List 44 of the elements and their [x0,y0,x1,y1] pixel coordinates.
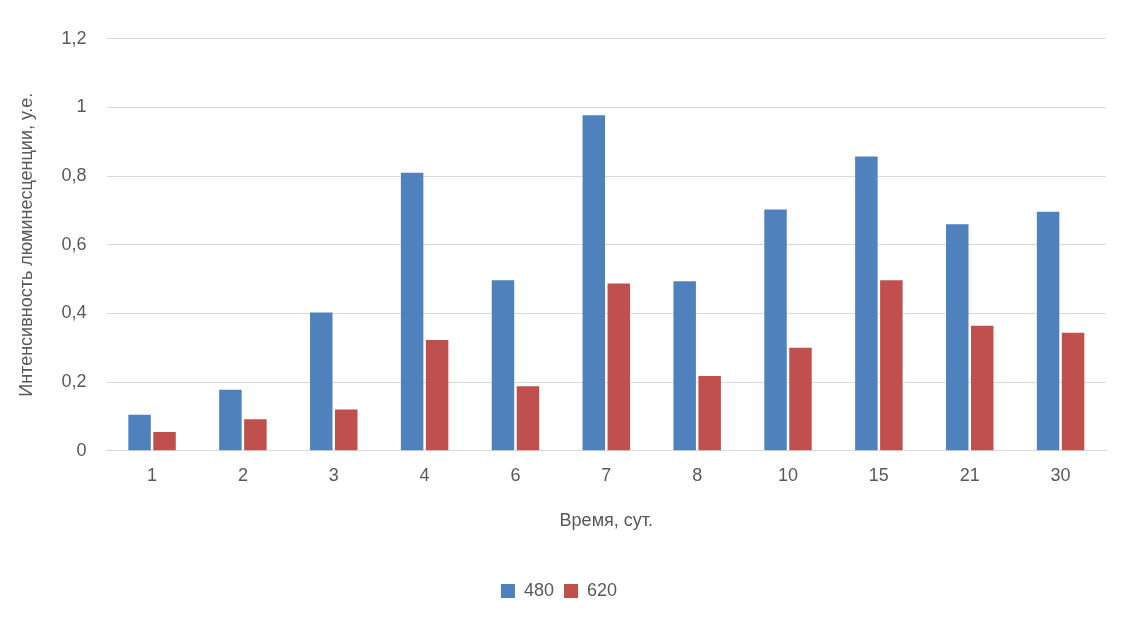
y-axis-title: Интенсивность люминесценции, у.е. [15,92,36,397]
bar [855,156,878,451]
y-tick-label: 0 [76,439,87,460]
bar [128,414,151,451]
bar [970,325,994,451]
bar [335,409,358,451]
x-tick-label: 15 [868,464,889,485]
bar [607,283,631,451]
legend-label: 480 [523,579,555,600]
bar [673,281,696,451]
bar [244,419,267,451]
bar [1036,211,1060,451]
bar [516,386,540,451]
bar [153,431,176,451]
bar [491,280,515,451]
bar [880,280,903,451]
x-tick-label: 4 [419,464,430,485]
bar [582,115,606,451]
x-tick-label: 3 [328,464,339,485]
legend-label: 620 [587,579,618,600]
y-tick-label: 1 [76,96,87,117]
bar [764,209,787,451]
x-tick-label: 1 [147,464,158,485]
bar [945,224,969,451]
y-tick-label: 1,2 [61,27,87,48]
x-tick-label: 2 [237,464,248,485]
x-tick-label: 21 [959,464,980,485]
bar [698,375,721,451]
y-tick-label: 0,6 [61,233,87,254]
x-tick-label: 7 [601,464,612,485]
x-tick-label: 8 [692,464,703,485]
y-tick-label: 0,4 [61,302,87,323]
x-tick-label: 6 [510,464,521,485]
bar [1061,332,1085,451]
bar [789,347,812,451]
x-tick-label: 30 [1050,464,1071,485]
x-tick-label: 10 [778,464,799,485]
bar [310,312,333,451]
y-tick-label: 0,8 [61,165,87,186]
bar [425,339,449,451]
bar [400,172,424,451]
x-axis-title: Время, сут. [559,510,654,531]
y-tick-label: 0,2 [61,371,87,392]
bar [219,389,242,451]
